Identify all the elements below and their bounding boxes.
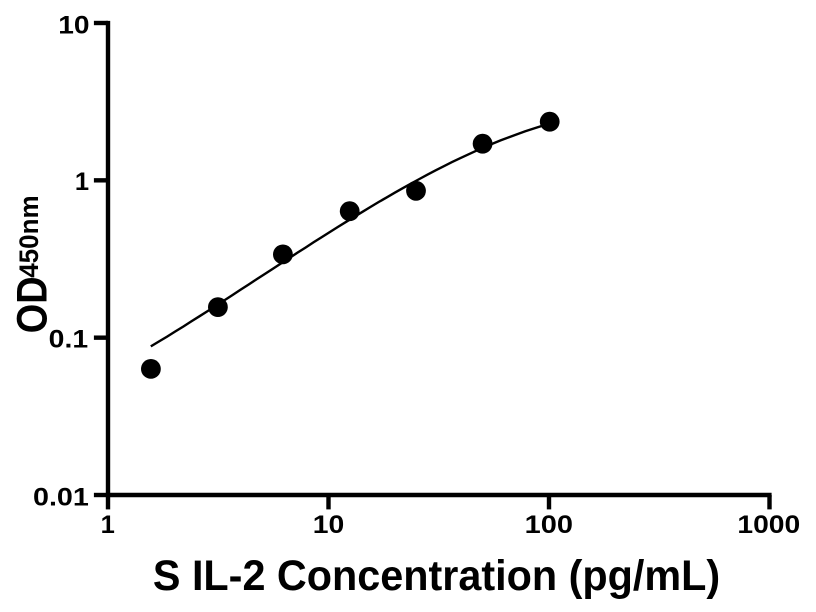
svg-text:1000: 1000 (737, 511, 800, 539)
svg-text:0.01: 0.01 (33, 483, 89, 511)
svg-text:450nm: 450nm (14, 195, 44, 278)
svg-text:10: 10 (313, 511, 345, 539)
svg-text:1: 1 (101, 511, 115, 539)
svg-text:100: 100 (525, 511, 573, 539)
svg-text:OD: OD (9, 276, 56, 333)
svg-text:10: 10 (58, 11, 89, 39)
svg-text:1: 1 (75, 168, 89, 196)
svg-text:S IL-2 Concentration (pg/mL): S IL-2 Concentration (pg/mL) (153, 552, 720, 599)
svg-text:0.1: 0.1 (49, 325, 88, 353)
